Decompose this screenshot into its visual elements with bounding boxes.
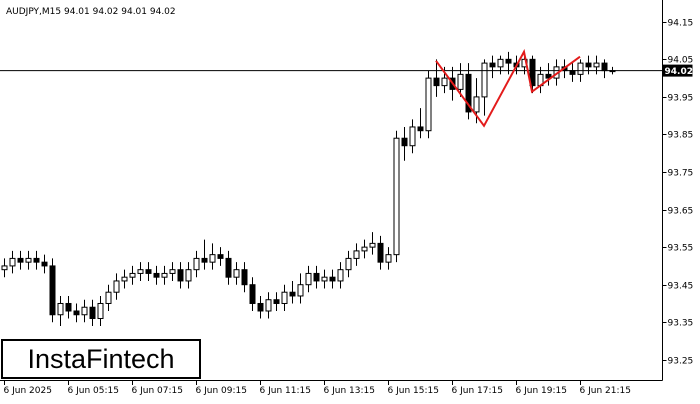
candle-body	[505, 58, 512, 64]
candle-body	[185, 269, 192, 282]
candle-body	[145, 269, 152, 274]
candle-body	[465, 73, 472, 113]
candle-body	[89, 306, 96, 320]
candle-body	[577, 62, 584, 75]
y-tick-label: 93.45	[668, 282, 694, 292]
candle-body	[9, 257, 16, 267]
x-tick-label: 6 Jun 19:15	[516, 386, 567, 396]
candle-body	[105, 291, 112, 304]
y-tick-label: 93.85	[668, 131, 694, 141]
candle-body	[529, 58, 536, 87]
current-price-box	[662, 64, 693, 77]
candle-body	[65, 302, 72, 312]
x-tick-label: 6 Jun 17:15	[452, 386, 503, 396]
candle-body	[409, 126, 416, 147]
candle-body	[457, 73, 464, 90]
candle-body	[177, 269, 184, 282]
candle-body	[313, 272, 320, 282]
candle-body	[281, 291, 288, 304]
candle-body	[273, 299, 280, 304]
candle-body	[585, 62, 592, 68]
candle-body	[97, 302, 104, 320]
candle-body	[225, 257, 232, 278]
candle-body	[57, 302, 64, 316]
candle-body	[1, 265, 8, 271]
candle-body	[201, 257, 208, 263]
candle-body	[345, 257, 352, 271]
y-tick-label: 93.35	[668, 319, 694, 329]
x-tick-label: 6 Jun 21:15	[580, 386, 631, 396]
candle-body	[569, 70, 576, 75]
candle-body	[169, 269, 176, 274]
candle-body	[433, 77, 440, 87]
candle-body	[257, 302, 264, 312]
candle-body	[369, 242, 376, 248]
y-tick-label: 94.05	[668, 56, 694, 66]
candle-body	[241, 269, 248, 286]
candle-body	[545, 73, 552, 79]
candle-body	[497, 58, 504, 68]
y-tick-label: 93.65	[668, 207, 694, 217]
candle-body	[353, 250, 360, 259]
watermark: InstaFintech	[27, 344, 174, 374]
y-tick-label: 93.95	[668, 94, 694, 104]
candle-body	[217, 254, 224, 259]
candle-body	[441, 77, 448, 87]
pattern-line	[435, 48, 581, 128]
candle-body	[153, 272, 160, 278]
x-tick-label: 6 Jun 11:15	[260, 386, 311, 396]
candle-body	[193, 257, 200, 271]
candle-body	[417, 126, 424, 132]
x-tick-label: 6 Jun 15:15	[388, 386, 439, 396]
x-tick-label: 6 Jun 05:15	[68, 386, 119, 396]
candle-body	[73, 310, 80, 316]
candle-body	[129, 272, 136, 278]
candle-body	[265, 299, 272, 312]
candle-body	[321, 276, 328, 282]
candle-body	[361, 246, 368, 252]
candle-body	[593, 62, 600, 68]
candle-body	[425, 77, 432, 132]
x-tick-label: 6 Jun 13:15	[324, 386, 375, 396]
y-tick-label: 94.15	[668, 19, 694, 29]
candle-body	[481, 62, 488, 98]
x-tick-label: 6 Jun 2025	[4, 386, 52, 396]
candle-body	[401, 137, 408, 147]
candle-body	[377, 242, 384, 263]
y-tick-label: 93.55	[668, 244, 694, 254]
candle-body	[329, 276, 336, 282]
candle-body	[49, 265, 56, 316]
candle-body	[81, 306, 88, 316]
candle-body	[385, 254, 392, 263]
candle-body	[209, 254, 216, 263]
candle-body	[249, 284, 256, 304]
candle-body	[17, 257, 24, 263]
candle-body	[161, 272, 168, 278]
candle-body	[393, 137, 400, 256]
candle-body	[297, 284, 304, 297]
candle-body	[33, 257, 40, 263]
current-price-label: 94.02	[665, 67, 693, 77]
chart-title: AUDJPY,M15 94.01 94.02 94.01 94.02	[6, 7, 176, 17]
candle-body	[305, 272, 312, 286]
candle-body	[113, 280, 120, 293]
y-tick-label: 93.75	[668, 169, 694, 179]
candle-body	[337, 269, 344, 282]
candle-body	[489, 62, 496, 68]
candle-body	[41, 261, 48, 267]
candle-body	[25, 257, 32, 263]
candle-body	[289, 291, 296, 297]
candle-body	[121, 276, 128, 282]
x-tick-label: 6 Jun 07:15	[132, 386, 183, 396]
x-tick-label: 6 Jun 09:15	[196, 386, 247, 396]
candle-body	[137, 269, 144, 274]
candle-body	[601, 62, 608, 72]
candle-body	[233, 269, 240, 278]
y-tick-label: 93.25	[668, 357, 694, 367]
watermark-box	[1, 339, 201, 379]
candle-body	[473, 96, 480, 113]
